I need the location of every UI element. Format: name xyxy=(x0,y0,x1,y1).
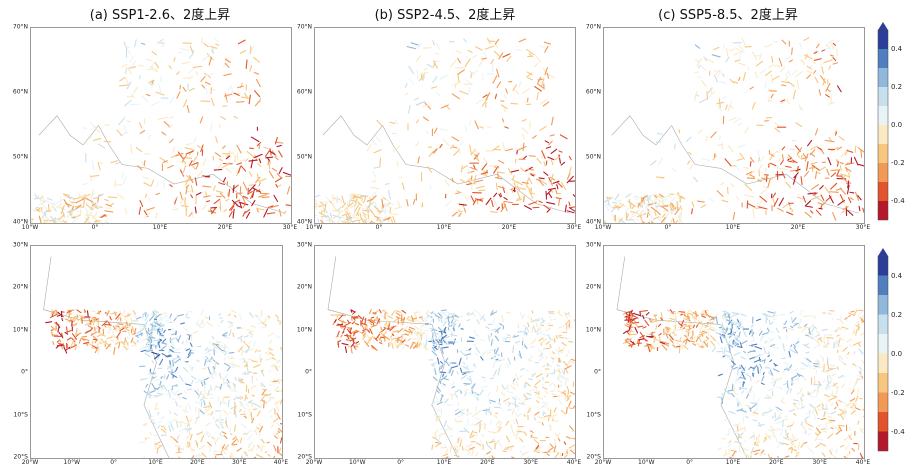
lon-tick-label: 0° xyxy=(91,224,99,231)
lat-tick-label: 40°N xyxy=(296,218,312,226)
lon-tick-label: 20°E xyxy=(769,459,784,466)
panel-title-b: (b) SSP2-4.5、2度上昇 xyxy=(374,8,516,23)
lon-tick-label: 10°E xyxy=(148,459,163,466)
lat-tick-label: 10°S xyxy=(586,411,601,419)
lon-tick-label: 10°W xyxy=(638,459,655,466)
colorbar-tick-label: -0.4 xyxy=(891,197,905,205)
lon-tick-label: 10°E xyxy=(436,459,452,466)
lon-tick-label: 10°W xyxy=(21,224,39,231)
lat-tick-label: 10°N xyxy=(585,326,601,334)
colorbar-tick-label: 0.2 xyxy=(891,83,903,91)
lat-tick-label: 40°N xyxy=(12,218,28,226)
lon-tick-label: 10°E xyxy=(436,224,452,231)
lat-tick-label: 0° xyxy=(594,368,601,376)
lon-tick-label: 10°E xyxy=(152,224,168,231)
lat-tick-label: 50°N xyxy=(585,153,601,161)
lon-tick-label: 40°E xyxy=(273,459,289,466)
lat-tick-label: 70°N xyxy=(12,23,28,31)
europe-map-a: 70°N 60°N 50°N 40°N 10°W 0° 10°E 20°E 30°E xyxy=(13,24,297,232)
lon-tick-label: 0° xyxy=(375,224,383,231)
colorbar-tick-label: -0.4 xyxy=(891,427,905,436)
lat-tick-label: 20°N xyxy=(585,283,601,291)
lon-tick-label: 20°E xyxy=(190,459,205,466)
colorbar-tick-label: -0.2 xyxy=(891,159,905,167)
africa-map-b: 30°N 20°N 10°N 0° 10°S 20°S 20°W 10°W 0° 10°E 20°E… xyxy=(297,242,581,467)
lat-tick-label: 20°S xyxy=(586,453,601,461)
lon-tick-label: 0° xyxy=(686,459,694,466)
lon-tick-label: 10°E xyxy=(725,459,741,466)
panel-title-c: (c) SSP5-8.5、2度上昇 xyxy=(658,8,798,23)
lon-tick-label: 20°E xyxy=(480,459,495,466)
africa-map-a: 30°N 20°N 10°N 0° 10°S 20°S 20°W 10°W 0° 10°E 20°E… xyxy=(13,242,288,467)
lat-tick-label: 10°N xyxy=(296,326,312,334)
lat-tick-label: 30°N xyxy=(12,241,28,249)
lat-tick-label: 60°N xyxy=(585,88,601,96)
lat-tick-label: 0° xyxy=(305,368,312,376)
lat-tick-label: 20°S xyxy=(297,453,312,461)
lon-tick-label: 30°E xyxy=(523,459,538,466)
colorbar-tick-label: 0.0 xyxy=(891,121,903,129)
africa-map-c: 30°N 20°N 10°N 0° 10°S 20°S 20°W 10°W 0° 10°E 20°E… xyxy=(586,242,870,467)
lon-tick-label: 30°E xyxy=(231,459,247,466)
colorbar-tick-label: 0.4 xyxy=(891,271,903,280)
colorbar-tick-label: 0.4 xyxy=(891,45,903,53)
colorbar-europe: 0.4 0.2 0.0 -0.2 -0.4 xyxy=(877,22,905,221)
lat-tick-label: 40°N xyxy=(585,218,601,226)
lon-tick-label: 20°E xyxy=(501,224,517,231)
lon-tick-label: 40°E xyxy=(855,459,871,466)
lon-tick-label: 20°W xyxy=(305,459,323,466)
lat-tick-label: 20°N xyxy=(12,283,28,291)
lon-tick-label: 20°E xyxy=(790,224,806,231)
lat-tick-label: 70°N xyxy=(296,23,312,31)
lon-tick-label: 20°W xyxy=(21,459,39,466)
europe-map-c: 70°N 60°N 50°N 40°N 10°W 0° 10°E 20°E 30°E xyxy=(586,24,870,232)
lon-tick-label: 30°E xyxy=(282,224,298,231)
lon-tick-label: 10°W xyxy=(594,224,612,231)
lon-tick-label: 10°E xyxy=(725,224,741,231)
lon-tick-label: 0° xyxy=(110,459,118,466)
lat-tick-label: 50°N xyxy=(12,153,28,161)
lon-tick-label: 10°W xyxy=(63,459,81,466)
lat-tick-label: 0° xyxy=(21,368,28,376)
europe-map-b: 70°N 60°N 50°N 40°N 10°W 0° 10°E 20°E 30°E xyxy=(297,24,581,232)
lat-tick-label: 20°S xyxy=(13,453,28,461)
lon-tick-label: 10°W xyxy=(305,224,323,231)
colorbar-tick-label: 0.0 xyxy=(891,349,903,358)
colorbar-tick-label: 0.2 xyxy=(891,310,903,319)
lat-tick-label: 70°N xyxy=(585,23,601,31)
lat-tick-label: 20°N xyxy=(296,283,312,291)
lat-tick-label: 60°N xyxy=(296,88,312,96)
lat-tick-label: 10°S xyxy=(297,411,312,419)
lon-tick-label: 20°W xyxy=(594,459,612,466)
lat-tick-label: 30°N xyxy=(585,241,601,249)
lon-tick-label: 0° xyxy=(397,459,405,466)
lon-tick-label: 0° xyxy=(664,224,672,231)
lon-tick-label: 30°E xyxy=(855,224,871,231)
lon-tick-label: 40°E xyxy=(566,459,582,466)
colorbar-tick-label: -0.2 xyxy=(891,388,905,397)
lon-tick-label: 10°W xyxy=(349,459,366,466)
lat-tick-label: 10°S xyxy=(13,411,28,419)
lat-tick-label: 50°N xyxy=(296,153,312,161)
lat-tick-label: 10°N xyxy=(12,326,28,334)
lat-tick-label: 60°N xyxy=(12,88,28,96)
lat-tick-label: 30°N xyxy=(296,241,312,249)
colorbar-africa: 0.4 0.2 0.0 -0.2 -0.4 xyxy=(877,248,905,452)
lon-tick-label: 30°E xyxy=(566,224,582,231)
lon-tick-label: 20°E xyxy=(217,224,233,231)
panel-title-a: (a) SSP1-2.6、2度上昇 xyxy=(89,8,231,23)
lon-tick-label: 30°E xyxy=(812,459,827,466)
